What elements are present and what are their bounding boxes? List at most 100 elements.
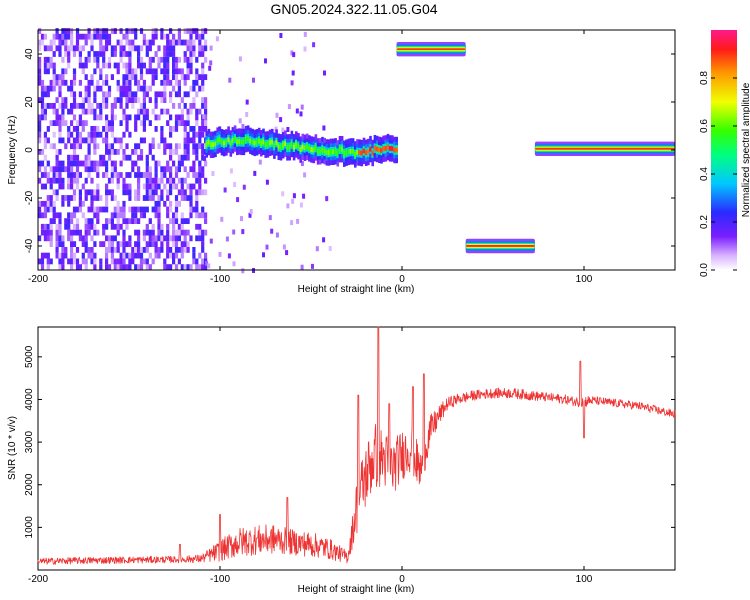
heatmap-cell <box>75 177 80 184</box>
heatmap-cell <box>169 177 173 184</box>
heatmap-cell <box>139 62 144 69</box>
heatmap-cell <box>116 68 120 75</box>
heatmap-cell <box>46 264 50 270</box>
heatmap-cell <box>204 126 208 132</box>
heatmap-cell <box>67 229 71 236</box>
heatmap-cell <box>58 45 62 52</box>
heatmap-cell <box>183 28 187 34</box>
heatmap-cell <box>119 97 123 103</box>
heatmap-cell <box>195 212 199 219</box>
heatmap-cell <box>163 172 167 178</box>
heatmap-cell <box>38 68 42 75</box>
heatmap-cell <box>67 258 71 265</box>
heatmap-cell <box>119 172 123 178</box>
heatmap-cell <box>195 206 199 213</box>
heatmap-cell <box>201 33 205 40</box>
heatmap-cell <box>49 223 53 230</box>
heatmap-cell <box>241 229 245 235</box>
heatmap-cell <box>99 33 103 40</box>
heatmap-cell <box>154 252 158 259</box>
heatmap-cell <box>67 56 71 63</box>
heatmap-cell <box>315 246 319 252</box>
heatmap-cell <box>67 172 71 178</box>
heatmap-cell <box>128 85 132 92</box>
heatmap-cell <box>172 235 176 242</box>
tick-label: -100 <box>210 574 230 585</box>
heatmap-cell <box>151 33 155 40</box>
heatmap-cell <box>183 39 187 46</box>
heatmap-cell <box>325 196 329 202</box>
heatmap-cell <box>38 97 42 103</box>
heatmap-cell <box>93 91 97 98</box>
heatmap-cell <box>87 166 91 173</box>
heatmap-cell <box>67 195 71 201</box>
heatmap-cell <box>99 264 103 270</box>
heatmap-cell <box>110 160 114 167</box>
heatmap-cell <box>116 183 120 190</box>
heatmap-cell <box>142 108 146 115</box>
heatmap-cell <box>145 189 149 196</box>
heatmap-cell <box>195 195 199 201</box>
heatmap-cell <box>148 62 152 69</box>
heatmap-cell <box>204 108 208 115</box>
snr-frame <box>37 326 676 571</box>
heatmap-cell <box>367 149 370 155</box>
heatmap-cell <box>142 235 146 242</box>
heatmap-cell <box>151 56 155 63</box>
heatmap-cell <box>87 172 91 178</box>
heatmap-cell <box>96 51 100 57</box>
heatmap-cell <box>105 91 109 98</box>
heatmap-cell <box>148 172 152 178</box>
heatmap-cell <box>145 183 149 190</box>
heatmap-cell <box>180 229 184 236</box>
heatmap-cell <box>166 252 170 259</box>
heatmap-cell <box>286 127 290 132</box>
heatmap-cell <box>192 97 196 103</box>
heatmap-cell <box>391 146 394 151</box>
heatmap-cell <box>110 258 114 265</box>
heatmap-cell <box>122 149 126 155</box>
tick-label: 0.6 <box>699 119 710 133</box>
heatmap-cell <box>145 51 149 57</box>
heatmap-cell <box>87 33 91 40</box>
heatmap-cell <box>195 68 199 75</box>
heatmap-cell <box>195 28 199 34</box>
heatmap-cell <box>125 28 129 34</box>
heatmap-cell <box>157 195 161 201</box>
heatmap-cell <box>102 206 106 213</box>
heatmap-cell <box>125 85 129 92</box>
heatmap-cell <box>72 51 77 57</box>
heatmap-cell <box>131 258 135 265</box>
heatmap-cell <box>174 252 179 259</box>
heatmap-cell <box>81 120 85 126</box>
heatmap-cell <box>220 139 224 145</box>
heatmap-cell <box>183 56 187 63</box>
heatmap-cell <box>177 79 181 86</box>
heatmap-cell <box>186 68 190 75</box>
heatmap-cell <box>75 33 80 40</box>
heatmap-cell <box>198 131 202 138</box>
heatmap-cell <box>84 189 88 196</box>
heatmap-cell <box>46 160 50 167</box>
heatmap-cell <box>268 215 272 221</box>
heatmap-cell <box>87 103 91 109</box>
heatmap-cell <box>268 140 272 146</box>
heatmap-cell <box>369 146 372 152</box>
heatmap-cell <box>64 45 68 52</box>
heatmap-cell <box>84 264 88 270</box>
heatmap-cell <box>122 206 126 213</box>
heatmap-cell <box>70 143 74 150</box>
heatmap-cell <box>151 143 155 150</box>
heatmap-cell <box>38 131 42 138</box>
heatmap-cell <box>169 206 173 213</box>
heatmap-cell <box>96 62 100 69</box>
heatmap-cell <box>93 258 97 265</box>
heatmap-cell <box>204 218 208 224</box>
heatmap-cell <box>172 85 176 92</box>
heatmap-cell <box>253 140 257 146</box>
heatmap-cell <box>40 212 45 219</box>
heatmap-cell <box>291 198 295 204</box>
heatmap-cell <box>46 91 50 98</box>
heatmap-cell <box>90 247 94 253</box>
heatmap-cell <box>189 85 193 92</box>
